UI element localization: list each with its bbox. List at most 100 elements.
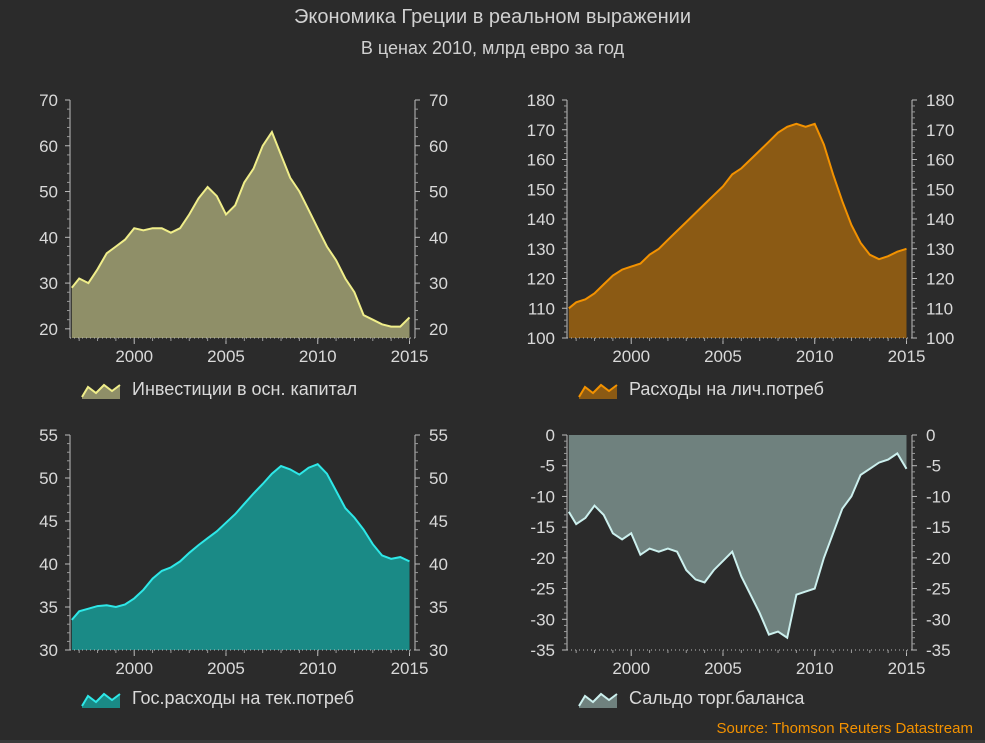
legend-swatch-investment xyxy=(81,383,121,399)
x-tick-label: 2000 xyxy=(115,347,153,366)
consumption-chart: 100 100 110 110 120 120 130 130 140 140 150 150 160 1… xyxy=(527,91,955,366)
y-tick-label-right: 180 xyxy=(926,91,954,110)
y-tick-label-right: 120 xyxy=(926,270,954,289)
trade-balance-chart: 0 0 -5 -5 -10 -10 -15 -15 -20 -20 -25 -25 -30 -30 -35 -… xyxy=(530,426,950,678)
y-tick-label-left: 160 xyxy=(527,151,555,170)
x-tick-label: 2000 xyxy=(612,347,650,366)
y-tick-label-left: 110 xyxy=(528,299,555,318)
chart-title: Экономика Греции в реальном выражении xyxy=(294,6,691,28)
y-tick-label-left: 50 xyxy=(39,469,58,488)
y-tick-label-left: 40 xyxy=(39,555,58,574)
y-tick-label-right: -20 xyxy=(926,549,951,568)
legend-swatch-government xyxy=(81,692,121,708)
government-spending-chart: 30 30 35 35 40 40 45 45 50 50 55 55 2000 2005 2010 2015 xyxy=(39,426,448,678)
legend-trade: Сальдо торг.баланса xyxy=(577,688,804,709)
legend-investment: Инвестиции в осн. капитал xyxy=(80,379,357,400)
y-tick-label-right: 40 xyxy=(429,555,448,574)
y-tick-label-left: 55 xyxy=(39,426,58,445)
y-tick-label-right: 40 xyxy=(429,228,448,247)
legend-consumption: Расходы на лич.потреб xyxy=(577,379,824,400)
legend-label-consumption: Расходы на лич.потреб xyxy=(629,379,824,399)
legend-swatch-line xyxy=(81,383,121,398)
y-tick-label-right: 55 xyxy=(429,426,448,445)
legend-swatch-consumption xyxy=(578,383,618,399)
y-tick-label-left: 0 xyxy=(546,426,555,445)
y-tick-label-left: 70 xyxy=(39,91,58,110)
x-tick-label: 2010 xyxy=(299,659,337,678)
series-line xyxy=(568,122,907,310)
legend-swatch-area xyxy=(82,384,120,399)
y-tick-label-left: 130 xyxy=(527,240,555,259)
x-tick-label: 2015 xyxy=(391,347,429,366)
y-tick-label-left: 40 xyxy=(39,228,58,247)
y-tick-label-left: 30 xyxy=(39,641,58,660)
y-tick-label-left: -30 xyxy=(530,610,555,629)
y-tick-label-left: 45 xyxy=(39,512,58,531)
x-tick-label: 2015 xyxy=(888,347,926,366)
y-tick-label-right: 20 xyxy=(429,320,448,339)
series-area xyxy=(568,123,907,338)
chart-subtitle: В ценах 2010, млрд евро за год xyxy=(360,38,625,58)
y-tick-label-right: 150 xyxy=(926,180,954,199)
series-line xyxy=(71,129,411,328)
x-tick-label: 2000 xyxy=(612,659,650,678)
y-tick-label-left: 170 xyxy=(527,121,555,140)
series-area xyxy=(71,464,410,650)
legend-swatch-line xyxy=(578,692,618,707)
x-tick-label: 2010 xyxy=(299,347,337,366)
y-tick-label-left: 100 xyxy=(527,329,555,348)
y-tick-label-right: 110 xyxy=(926,299,953,318)
y-tick-label-left: 20 xyxy=(39,320,58,339)
legend-government: Гос.расходы на тек.потреб xyxy=(80,688,354,709)
x-tick-label: 2010 xyxy=(796,659,834,678)
legend-swatch-line xyxy=(578,383,618,398)
series-area xyxy=(71,132,410,338)
y-tick-label-left: -10 xyxy=(530,487,555,506)
y-tick-label-right: -35 xyxy=(926,641,951,660)
y-tick-label-right: -5 xyxy=(926,457,941,476)
y-tick-label-right: 30 xyxy=(429,274,448,293)
x-tick-label: 2005 xyxy=(207,347,245,366)
bottom-divider xyxy=(0,740,985,743)
legend-label-trade: Сальдо торг.баланса xyxy=(629,688,805,708)
legend-swatch-area xyxy=(579,693,617,708)
y-tick-label-right: 160 xyxy=(926,151,954,170)
y-tick-label-right: 70 xyxy=(429,91,448,110)
y-tick-label-left: 35 xyxy=(39,598,58,617)
y-tick-label-right: -25 xyxy=(926,580,951,599)
y-tick-label-left: 50 xyxy=(39,183,58,202)
y-tick-label-right: 170 xyxy=(926,121,954,140)
y-tick-label-right: -15 xyxy=(926,518,951,537)
y-tick-label-left: 140 xyxy=(527,210,555,229)
investment-chart: 20 20 30 30 40 40 50 50 60 60 70 70 2000 2005 2010 2015 xyxy=(39,91,448,366)
legend-swatch-trade xyxy=(578,692,618,708)
series-line xyxy=(567,451,908,640)
y-tick-label-left: 120 xyxy=(527,270,555,289)
y-tick-label-right: 50 xyxy=(429,469,448,488)
y-tick-label-right: -10 xyxy=(926,487,951,506)
y-tick-label-right: 130 xyxy=(926,240,954,259)
y-tick-label-right: 60 xyxy=(429,137,448,156)
x-tick-label: 2005 xyxy=(207,659,245,678)
source-note: Source: Thomson Reuters Datastream xyxy=(716,720,973,737)
x-tick-label: 2010 xyxy=(796,347,834,366)
x-tick-label: 2015 xyxy=(391,659,429,678)
y-tick-label-left: -20 xyxy=(530,549,555,568)
x-tick-label: 2000 xyxy=(115,659,153,678)
y-tick-label-left: 60 xyxy=(39,137,58,156)
legend-swatch-area xyxy=(579,384,617,399)
y-tick-label-right: 45 xyxy=(429,512,448,531)
y-tick-label-right: 30 xyxy=(429,641,448,660)
y-tick-label-left: -35 xyxy=(530,641,555,660)
y-tick-label-left: -25 xyxy=(530,580,555,599)
x-tick-label: 2005 xyxy=(704,347,742,366)
series-line xyxy=(71,463,410,621)
legend-swatch-line xyxy=(81,692,121,707)
series-area xyxy=(568,435,907,638)
y-tick-label-left: -15 xyxy=(530,518,555,537)
legend-label-government: Гос.расходы на тек.потреб xyxy=(132,688,355,708)
legend-label-investment: Инвестиции в осн. капитал xyxy=(132,379,358,399)
y-tick-label-left: 180 xyxy=(527,91,555,110)
y-tick-label-right: 50 xyxy=(429,183,448,202)
y-tick-label-right: 0 xyxy=(926,426,935,445)
